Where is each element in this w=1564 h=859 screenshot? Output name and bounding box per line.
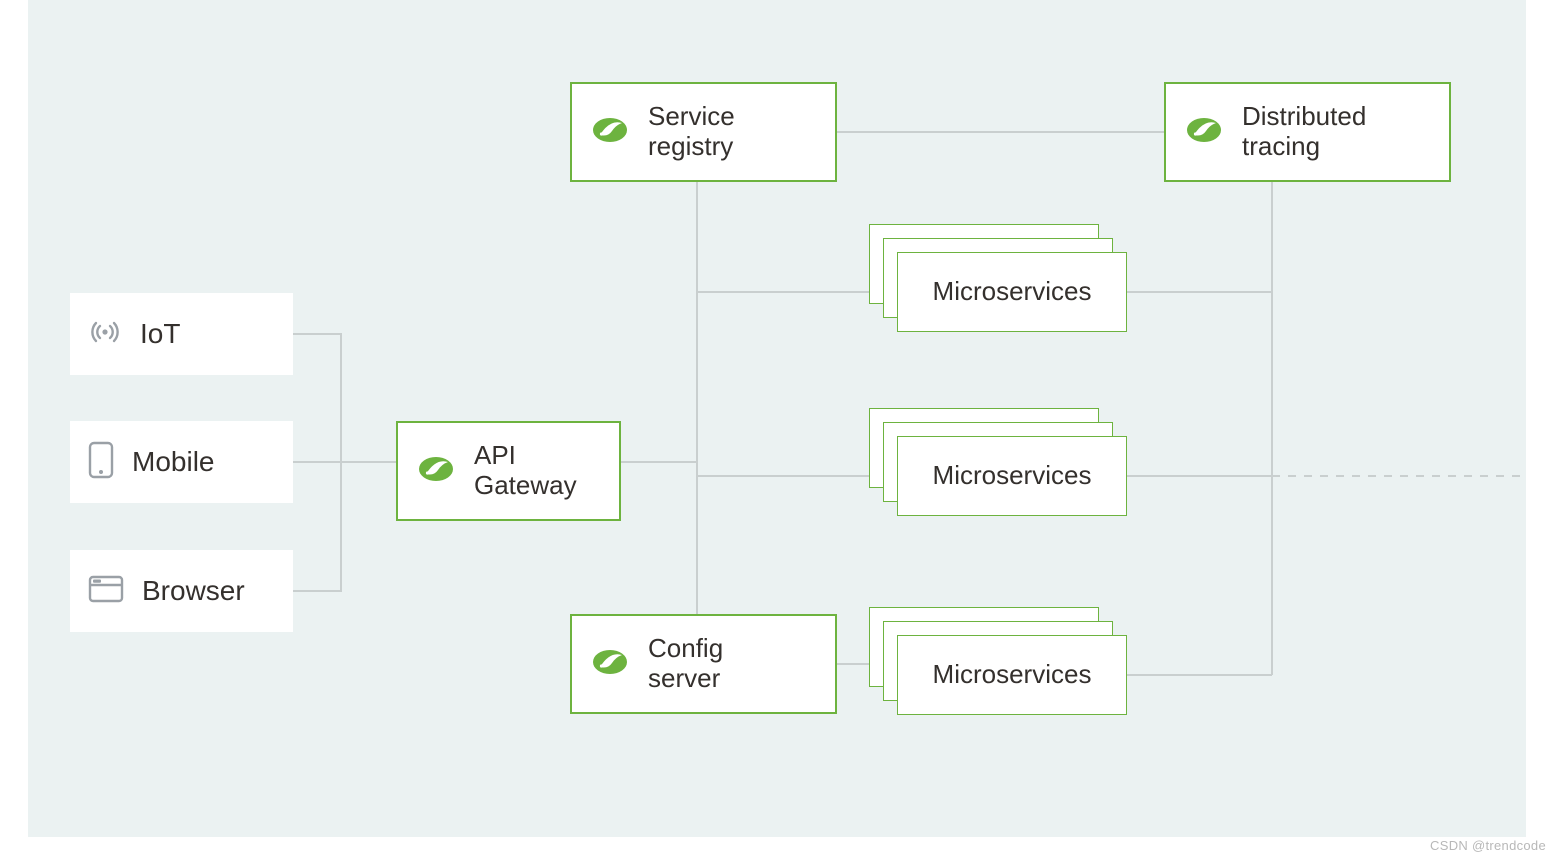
node-config-server-label: Configserver xyxy=(648,634,723,694)
node-ms1: Microservices xyxy=(897,252,1127,332)
node-service-registry: Serviceregistry xyxy=(570,82,837,182)
client-iot-label: IoT xyxy=(140,318,180,350)
node-distributed-tracing: Distributedtracing xyxy=(1164,82,1451,182)
spring-leaf-icon xyxy=(1184,115,1224,150)
node-ms2-label: Microservices xyxy=(898,461,1126,491)
edge-browser xyxy=(293,462,341,591)
iot-icon xyxy=(88,315,122,354)
client-browser: Browser xyxy=(70,550,293,632)
node-ms1-label: Microservices xyxy=(898,277,1126,307)
node-ms3: Microservices xyxy=(897,635,1127,715)
mobile-icon xyxy=(88,441,114,484)
node-ms3-label: Microservices xyxy=(898,660,1126,690)
edge-iot xyxy=(293,334,341,462)
spring-leaf-icon xyxy=(590,115,630,150)
spring-leaf-icon xyxy=(416,454,456,489)
node-service-registry-label: Serviceregistry xyxy=(648,102,735,162)
spring-leaf-icon xyxy=(590,647,630,682)
diagram-canvas: IoT Mobile Browser APIGateway Servicereg… xyxy=(0,0,1564,859)
client-browser-label: Browser xyxy=(142,575,245,607)
client-iot: IoT xyxy=(70,293,293,375)
node-api-gateway-label: APIGateway xyxy=(474,441,577,501)
node-config-server: Configserver xyxy=(570,614,837,714)
client-mobile-label: Mobile xyxy=(132,446,214,478)
browser-icon xyxy=(88,575,124,608)
watermark-text: CSDN @trendcode xyxy=(1430,838,1546,853)
node-distributed-tracing-label: Distributedtracing xyxy=(1242,102,1366,162)
node-api-gateway: APIGateway xyxy=(396,421,621,521)
client-mobile: Mobile xyxy=(70,421,293,503)
node-ms2: Microservices xyxy=(897,436,1127,516)
